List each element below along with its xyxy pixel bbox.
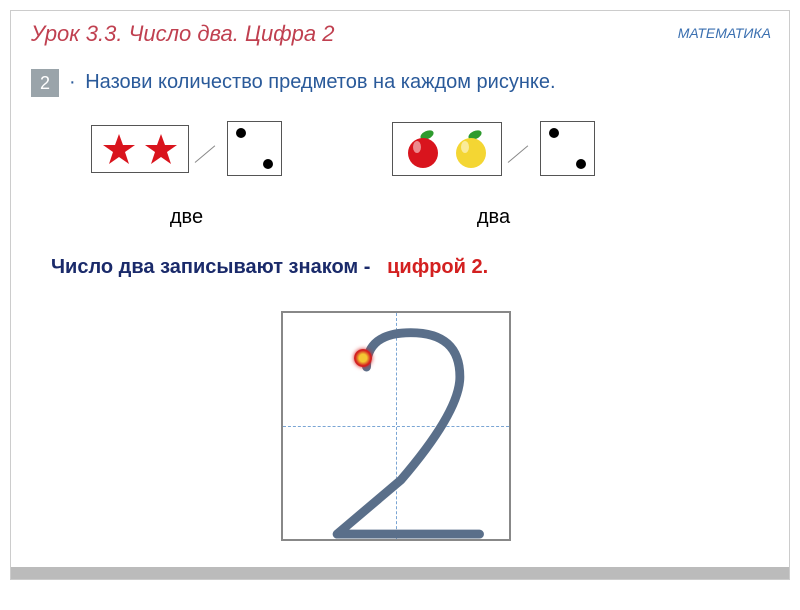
star-icon — [102, 132, 136, 166]
connector-line — [195, 145, 216, 162]
stars-group: две — [91, 121, 282, 229]
lesson-title-text: Урок 3.3. Число два. Цифра 2 — [31, 21, 334, 46]
dot-icon — [263, 159, 273, 169]
subject-label: МАТЕМАТИКА — [678, 25, 771, 41]
subject-text: МАТЕМАТИКА — [678, 25, 771, 41]
task-number-badge: 2 — [31, 69, 59, 97]
writing-grid — [281, 311, 511, 541]
bottom-bar — [11, 567, 789, 579]
lesson-title: Урок 3.3. Число два. Цифра 2 — [31, 21, 334, 47]
apple-icon — [451, 129, 491, 169]
task-instruction: · Назови количество предметов на каждом … — [69, 71, 556, 94]
dot-icon — [576, 159, 586, 169]
stars-box — [91, 125, 189, 173]
stars-pair — [91, 121, 282, 176]
objects-row: две — [91, 121, 709, 229]
task-number: 2 — [40, 73, 50, 94]
apples-group: два — [392, 121, 595, 229]
explanation-sentence: Число два записывают знаком - цифрой 2. — [51, 256, 488, 279]
apple-icon — [403, 129, 443, 169]
sentence-part-dark: Число два записывают знаком - — [51, 256, 370, 278]
stars-label: две — [170, 206, 203, 229]
dot-icon — [549, 128, 559, 138]
apples-label: два — [477, 206, 510, 229]
dice-two — [540, 121, 595, 176]
stroke-start-marker — [354, 349, 372, 367]
dot-icon — [236, 128, 246, 138]
digit-two-path — [283, 313, 509, 539]
star-icon — [144, 132, 178, 166]
bullet: · — [69, 71, 76, 93]
apples-pair — [392, 121, 595, 176]
connector-line — [508, 145, 529, 162]
apples-box — [392, 122, 502, 176]
task-text: Назови количество предметов на каждом ри… — [85, 71, 555, 93]
slide: Урок 3.3. Число два. Цифра 2 МАТЕМАТИКА … — [10, 10, 790, 580]
sentence-part-red: цифрой 2. — [387, 256, 488, 278]
dice-two — [227, 121, 282, 176]
